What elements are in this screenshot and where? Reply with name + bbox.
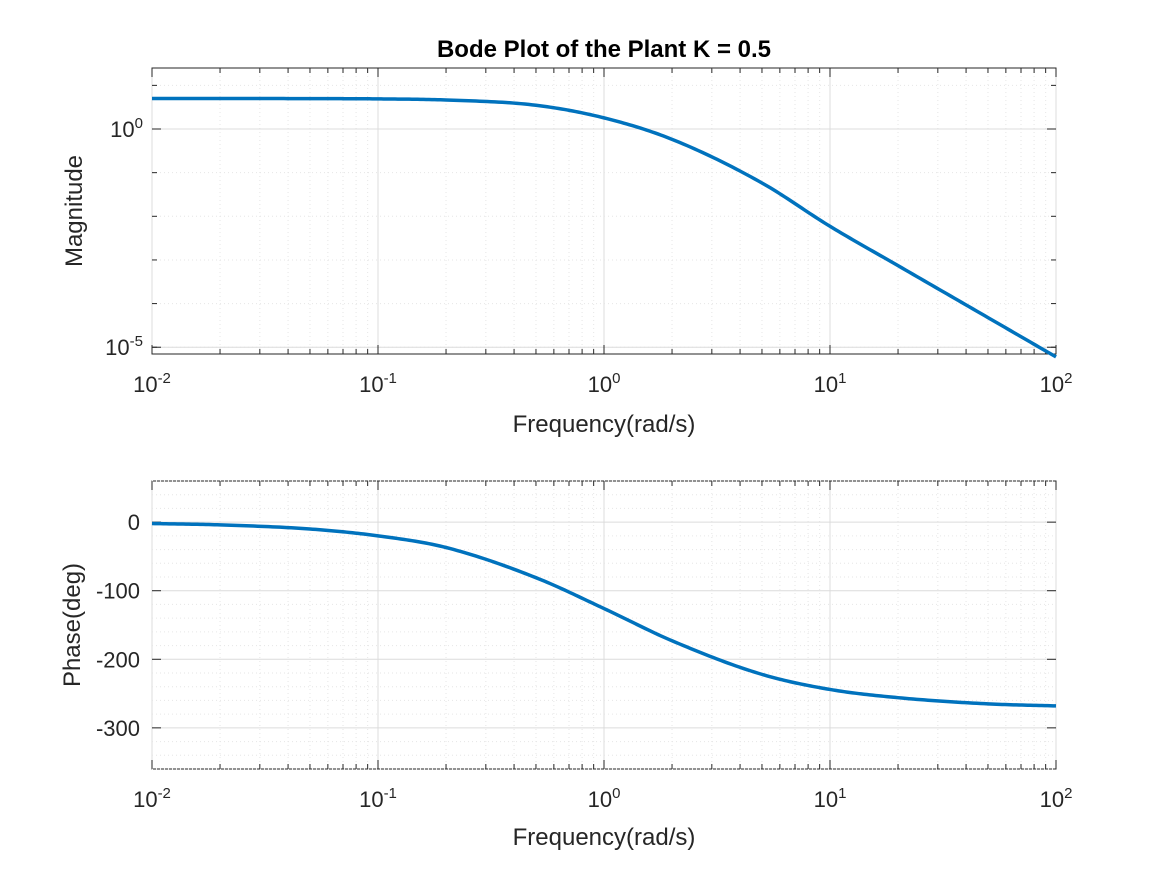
x-tick-label: 101 bbox=[814, 785, 847, 812]
x-tick-label: 102 bbox=[1040, 785, 1073, 812]
x-tick-label: 10-1 bbox=[359, 785, 397, 812]
phase-x-ticks: 10-2 10-1 100 101 102 bbox=[133, 481, 1072, 812]
phase-y-ticks: 0 -100 -200 -300 bbox=[96, 510, 1056, 741]
phase-x-axis-label: Frequency(rad/s) bbox=[513, 824, 696, 851]
magnitude-series-line bbox=[152, 96, 1057, 359]
x-tick-label: 100 bbox=[588, 785, 621, 812]
magnitude-panel: 10-2 10-1 100 101 102 10-5 100 Bode Plot of t… bbox=[61, 36, 1072, 438]
chart-title: Bode Plot of the Plant K = 0.5 bbox=[437, 36, 771, 63]
x-tick-label: 101 bbox=[814, 370, 847, 397]
magnitude-y-axis-label: Magnitude bbox=[61, 155, 88, 267]
x-tick-label: 10-2 bbox=[133, 785, 171, 812]
y-tick-label: 100 bbox=[110, 115, 143, 142]
x-tick-label: 10-2 bbox=[133, 370, 171, 397]
magnitude-x-ticks: 10-2 10-1 100 101 102 bbox=[133, 68, 1072, 397]
x-tick-label: 10-1 bbox=[359, 370, 397, 397]
phase-y-axis-label: Phase(deg) bbox=[59, 563, 86, 687]
phase-panel: 10-2 10-1 100 101 102 0 -100 -200 -300 Frequenc… bbox=[59, 480, 1072, 851]
phase-series-line bbox=[151, 521, 1057, 708]
x-tick-label: 100 bbox=[588, 370, 621, 397]
magnitude-x-axis-label: Frequency(rad/s) bbox=[513, 411, 696, 438]
y-tick-label: 0 bbox=[128, 510, 140, 535]
y-tick-label: -300 bbox=[96, 716, 140, 741]
y-tick-label: -200 bbox=[96, 647, 140, 672]
y-tick-label: -100 bbox=[96, 579, 140, 604]
x-tick-label: 102 bbox=[1040, 370, 1073, 397]
magnitude-y-ticks: 10-5 100 bbox=[105, 84, 1056, 360]
magnitude-grid bbox=[151, 68, 1057, 354]
y-tick-label: 10-5 bbox=[105, 333, 143, 360]
